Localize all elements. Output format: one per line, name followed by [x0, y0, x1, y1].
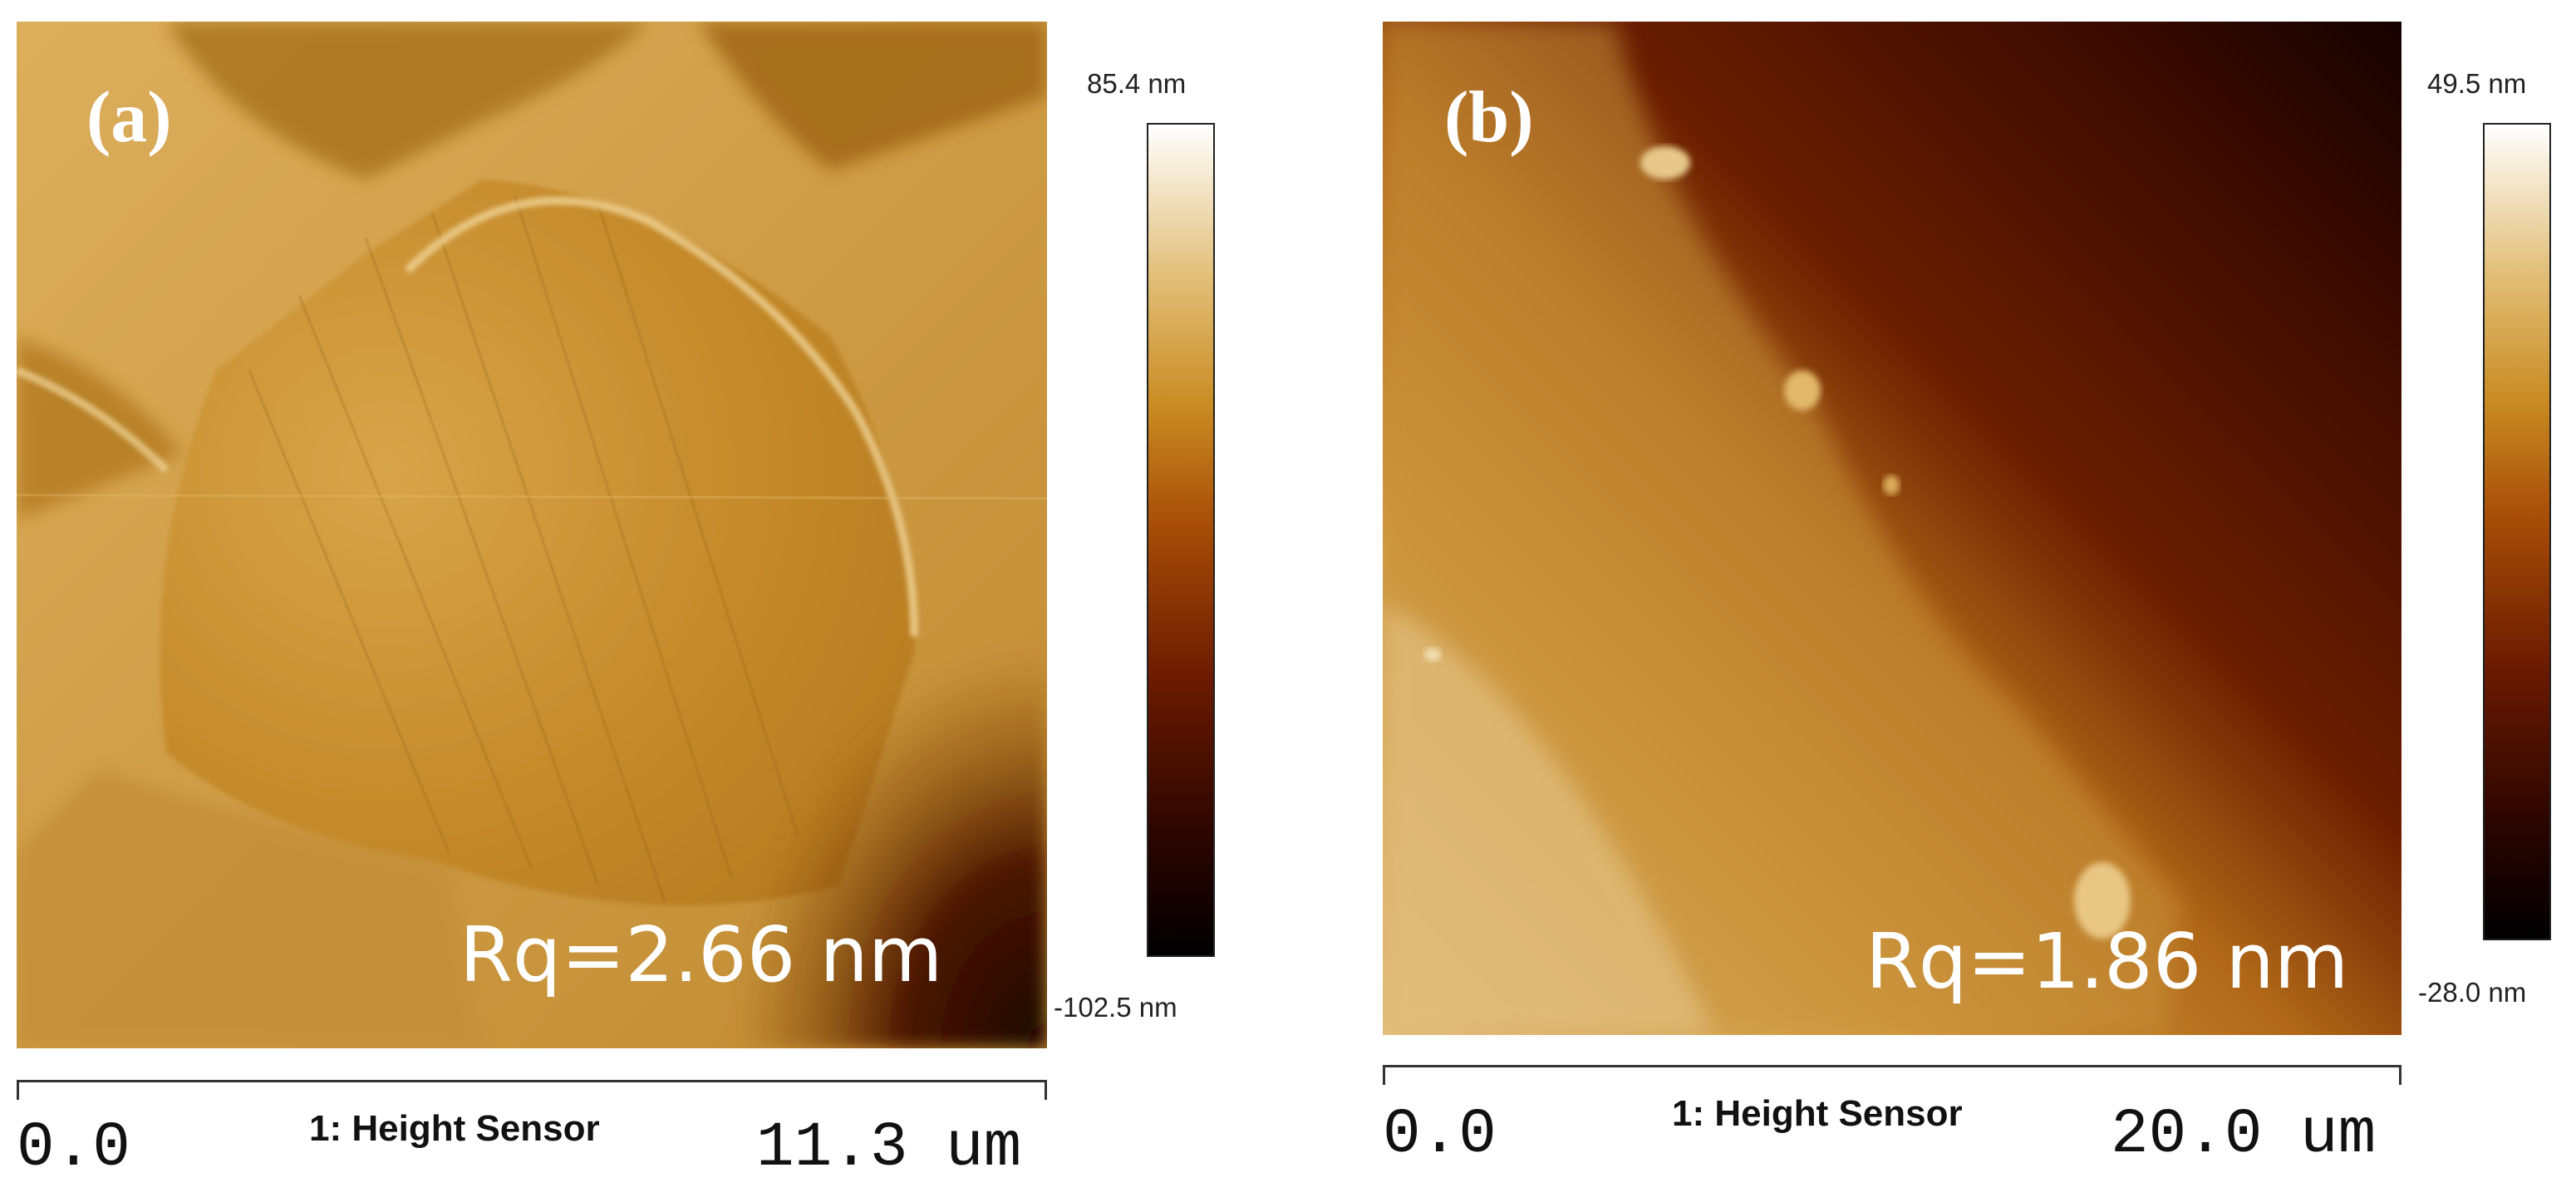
colorbar-a	[1147, 123, 1215, 957]
channel-label-a: 1: Height Sensor	[309, 1108, 600, 1149]
scale-start-b: 0.0	[1383, 1099, 1497, 1170]
colorbar-b	[2483, 123, 2551, 940]
afm-height-image-a	[17, 22, 1047, 1048]
colorbar-max-label-b: 49.5 nm	[2427, 68, 2527, 99]
colorbar-min-label-a: -102.5 nm	[1054, 992, 1177, 1023]
colorbar-max-label-a: 85.4 nm	[1087, 68, 1187, 99]
scale-start-a: 0.0	[17, 1112, 130, 1184]
scale-bar-a	[17, 1080, 1047, 1100]
roughness-label-a: Rq=2.66 nm	[460, 910, 943, 999]
panel-b: (b) Rq=1.86 nm 49.5 nm -28.0 nm 0.0 1: H…	[1296, 0, 2576, 1197]
panel-label-a: (a)	[86, 77, 172, 158]
roughness-label-b: Rq=1.86 nm	[1866, 917, 2349, 1006]
channel-label-b: 1: Height Sensor	[1672, 1093, 1963, 1134]
afm-surface-b	[1383, 22, 2401, 1035]
colorbar-min-label-b: -28.0 nm	[2418, 977, 2527, 1008]
panel-label-b: (b)	[1444, 77, 1534, 158]
afm-height-image-b	[1383, 22, 2401, 1035]
scale-end-b: 20.0 um	[2111, 1099, 2377, 1170]
scale-end-a: 11.3 um	[756, 1112, 1022, 1184]
afm-surface-a	[17, 22, 1047, 1048]
panel-a: (a) Rq=2.66 nm 85.4 nm -102.5 nm 0.0 1: …	[0, 0, 1280, 1197]
scale-bar-b	[1383, 1065, 2401, 1085]
